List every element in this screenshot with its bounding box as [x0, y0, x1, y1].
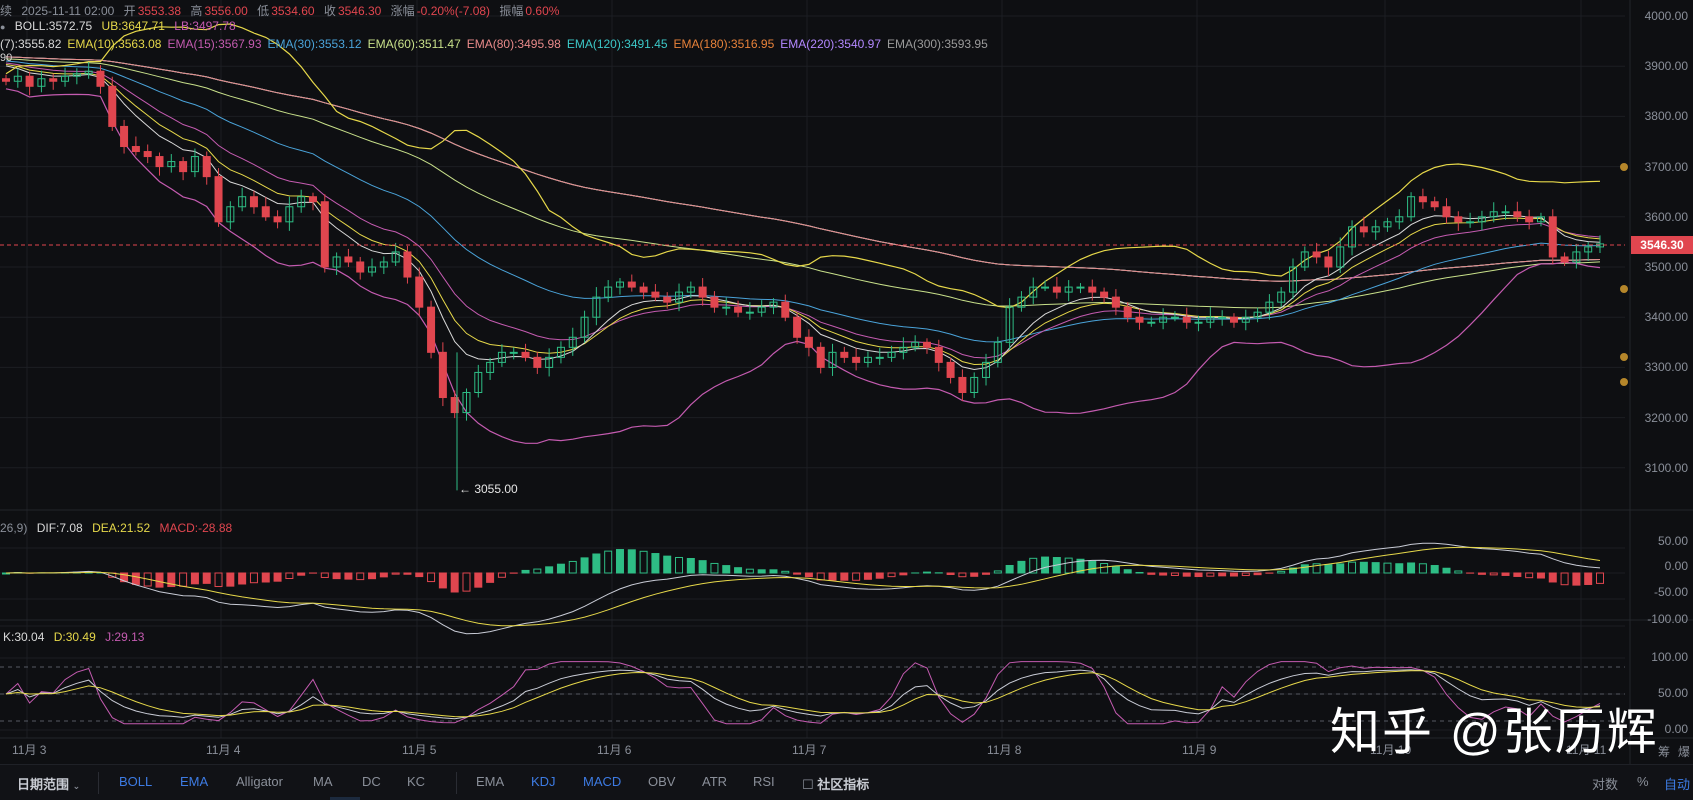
indicator-ema[interactable]: EMA [180, 774, 208, 789]
axis-tick-label: 3700.00 [1632, 160, 1688, 174]
boll-legend: ● BOLL:3572.75 UB:3647.71 LB:3497.78 [0, 19, 242, 33]
axis-tick-label: -100.00 [1632, 612, 1688, 626]
sub-indicator-rsi[interactable]: RSI [753, 774, 775, 789]
ema-legend-item: EMA(120):3491.45 [567, 37, 668, 51]
low-price-marker: ← 3055.00 [459, 482, 518, 496]
ema-legend: (7):3555.82 EMA(10):3563.08 EMA(15):3567.9… [0, 37, 994, 51]
change-value: -0.20%(-7.08) [417, 4, 490, 18]
chart-canvas[interactable] [0, 0, 1693, 764]
indicator-kc[interactable]: KC [407, 774, 425, 789]
ema-legend-item: EMA(300):3593.95 [887, 37, 988, 51]
sub-indicator-ema[interactable]: EMA [476, 774, 504, 789]
sub-indicator-obv[interactable]: OBV [648, 774, 675, 789]
axis-tick-label: 4000.00 [1632, 9, 1688, 23]
kdj-k: K:30.04 [3, 630, 44, 644]
alert-dot-icon[interactable] [1620, 285, 1628, 293]
ema-legend-item: EMA(80):3495.98 [467, 37, 561, 51]
macd-dif: DIF:7.08 [37, 521, 83, 535]
axis-tick-label: 3600.00 [1632, 210, 1688, 224]
ema-legend-item: EMA(30):3553.12 [268, 37, 362, 51]
chevron-down-icon: ⌄ [73, 781, 81, 791]
header-prefix: 续 [0, 4, 12, 18]
sub-indicator-macd[interactable]: MACD [583, 774, 621, 789]
time-tick-label: 11月 4 [206, 741, 240, 758]
indicator-boll[interactable]: BOLL [119, 774, 152, 789]
ema-legend-item: EMA(10):3563.08 [67, 37, 161, 51]
partial-label: 90 [0, 52, 12, 64]
alert-dot-icon[interactable] [1620, 163, 1628, 171]
close-value: 3546.30 [338, 4, 381, 18]
sub-indicator-atr[interactable]: ATR [702, 774, 727, 789]
sub-indicator-kdj[interactable]: KDJ [531, 774, 556, 789]
axis-tick-label: 50.00 [1632, 534, 1688, 548]
axis-tick-label: 3200.00 [1632, 411, 1688, 425]
log-scale-toggle[interactable]: 对数 [1592, 774, 1618, 793]
macd-dea: DEA:21.52 [92, 521, 150, 535]
boll-ub: UB:3647.71 [102, 19, 165, 33]
boll-lb: LB:3497.78 [174, 19, 235, 33]
axis-tick-label: 3800.00 [1632, 109, 1688, 123]
time-tick-label: 11月 5 [402, 741, 436, 758]
watermark: 知乎 @张历辉 [1330, 692, 1659, 764]
external-link-icon: ☐ [802, 777, 814, 792]
alert-dot-icon[interactable] [1620, 353, 1628, 361]
kdj-d: D:30.49 [54, 630, 96, 644]
axis-tick-label: 3900.00 [1632, 59, 1688, 73]
ema-legend-item: EMA(180):3516.95 [674, 37, 775, 51]
axis-tick-label: 3500.00 [1632, 260, 1688, 274]
kdj-j: J:29.13 [105, 630, 144, 644]
percent-scale-toggle[interactable]: % [1637, 774, 1649, 789]
low-value: 3534.60 [271, 4, 314, 18]
indicator-dc[interactable]: DC [362, 774, 381, 789]
axis-tick-label: 0.00 [1632, 559, 1688, 573]
kdj-legend: K:30.04 D:30.49 J:29.13 [3, 630, 150, 644]
current-price-tag: 3546.30 [1631, 236, 1693, 254]
axis-tick-label: -50.00 [1632, 585, 1688, 599]
time-tick-label: 11月 7 [792, 741, 826, 758]
ema-legend-item: EMA(220):3540.97 [780, 37, 881, 51]
community-indicators-button[interactable]: ☐ 社区指标 [802, 774, 869, 793]
indicator-alligator[interactable]: Alligator [236, 774, 283, 789]
ema-legend-item: EMA(60):3511.47 [368, 37, 461, 51]
axis-tick-label: 100.00 [1632, 650, 1688, 664]
high-value: 3556.00 [204, 4, 247, 18]
indicator-ma[interactable]: MA [313, 774, 333, 789]
axis-tick-label: 3300.00 [1632, 360, 1688, 374]
open-value: 3553.38 [138, 4, 181, 18]
axis-tick-label: 3400.00 [1632, 310, 1688, 324]
axis-tick-label: 3100.00 [1632, 461, 1688, 475]
time-tick-label: 11月 9 [1182, 741, 1216, 758]
date-range-dropdown[interactable]: 日期范围 ⌄ [17, 774, 80, 793]
auto-scale-toggle[interactable]: 自动 [1664, 774, 1690, 793]
macd-legend: 26,9) DIF:7.08 DEA:21.52 MACD:-28.88 [0, 521, 238, 535]
header-datetime: 2025-11-11 02:00 [21, 4, 114, 18]
liquidation-toggle[interactable]: 爆 [1678, 743, 1690, 760]
amplitude-value: 0.60% [525, 4, 559, 18]
time-tick-label: 11月 3 [12, 741, 46, 758]
visibility-dot-icon[interactable]: ● [0, 22, 5, 32]
alert-dot-icon[interactable] [1620, 378, 1628, 386]
indicator-toolbar: 日期范围 ⌄ BOLL EMA Alligator MA DC KC EMA K… [0, 764, 1693, 800]
time-tick-label: 11月 8 [987, 741, 1021, 758]
chips-toggle[interactable]: 筹 [1658, 743, 1670, 760]
ema-legend-item: EMA(15):3567.93 [167, 37, 261, 51]
time-tick-label: 11月 6 [597, 741, 631, 758]
boll-mid: BOLL:3572.75 [15, 19, 92, 33]
ema-legend-item: (7):3555.82 [0, 37, 61, 51]
macd-value: MACD:-28.88 [159, 521, 232, 535]
